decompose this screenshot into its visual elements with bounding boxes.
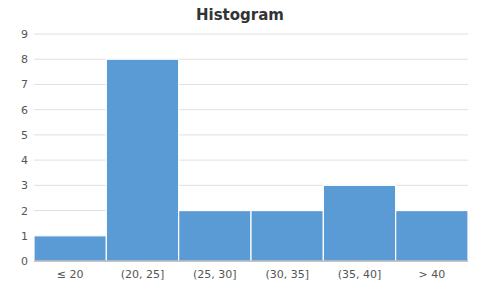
bar (179, 211, 251, 261)
y-axis: 0 1 2 3 4 5 6 7 8 9 (21, 28, 28, 268)
grid (34, 34, 468, 261)
grid-line (34, 109, 468, 110)
bar (323, 185, 395, 261)
x-tick-label: > 40 (418, 268, 445, 281)
y-tick-label: 9 (21, 28, 28, 41)
bar (251, 211, 323, 261)
y-tick-label: 2 (21, 205, 28, 218)
bars (34, 59, 468, 261)
grid-line (34, 185, 468, 186)
grid-line (34, 160, 468, 161)
title: Histogram (196, 6, 284, 24)
y-tick-label: 1 (21, 230, 28, 243)
y-tick-label: 5 (21, 129, 28, 142)
bar (34, 236, 106, 261)
y-tick-label: 6 (21, 104, 28, 117)
y-tick-label: 0 (21, 255, 28, 268)
y-tick-label: 4 (21, 154, 28, 167)
chart-svg: Histogram 0 1 2 3 4 5 6 7 8 9 ≤ 20 (20, 25] (25, 30] (… (0, 0, 480, 289)
grid-line (34, 59, 468, 60)
x-axis-line (34, 261, 468, 262)
chart-container: Histogram 0 1 2 3 4 5 6 7 8 9 ≤ 20 (20, 25] (25, 30] (… (0, 0, 480, 289)
y-tick-label: 7 (21, 78, 28, 91)
bar (106, 59, 178, 261)
x-tick-label: (20, 25] (121, 268, 165, 281)
x-tick-label: (30, 35] (265, 268, 309, 281)
x-tick-label: ≤ 20 (57, 268, 84, 281)
y-tick-label: 3 (21, 179, 28, 192)
x-tick-label: (25, 30] (193, 268, 237, 281)
grid-line (34, 261, 468, 262)
x-tick-label: (35, 40] (338, 268, 382, 281)
grid-line (34, 34, 468, 35)
y-tick-label: 8 (21, 53, 28, 66)
x-axis: ≤ 20 (20, 25] (25, 30] (30, 35] (35, 40] > 40 (34, 261, 468, 281)
bar (396, 211, 468, 261)
grid-line (34, 84, 468, 85)
grid-line (34, 134, 468, 135)
